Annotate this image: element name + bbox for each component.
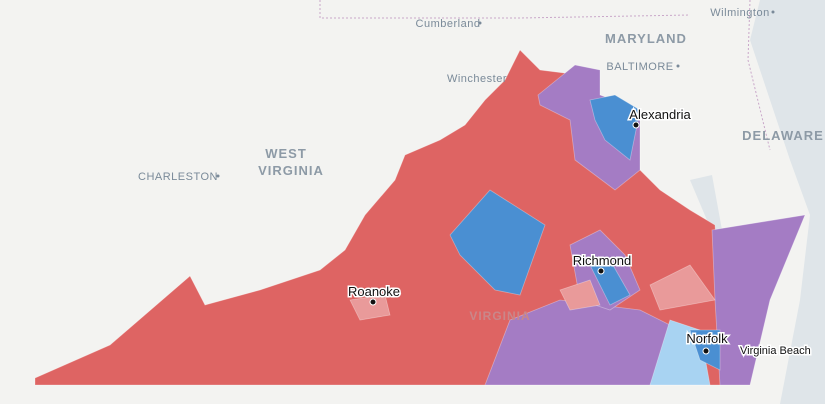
city-label: Virginia Beach (740, 345, 811, 357)
city-dot (632, 121, 640, 129)
labels: Cumberland Wilmington Winchester BALTIMORE C… (138, 7, 824, 359)
place-label: MARYLAND (605, 31, 687, 46)
city-label: Richmond (573, 253, 632, 268)
place-label: DELAWARE (742, 128, 824, 143)
districts (34, 49, 806, 386)
place-dot (216, 174, 220, 178)
place-dot (676, 64, 680, 68)
place-label: VIRGINIA (469, 309, 530, 323)
city-dot (597, 267, 605, 275)
water (690, 0, 825, 404)
place-label: Winchester (447, 73, 507, 85)
city-label: Norfolk (686, 331, 728, 346)
place-label: WEST (265, 146, 307, 161)
place-label: Cumberland (416, 18, 481, 30)
place-label: BALTIMORE (606, 61, 673, 73)
city-dot (369, 298, 377, 306)
place-dot (771, 10, 775, 14)
place-label: Wilmington (710, 7, 769, 19)
city-label: Roanoke (348, 284, 400, 299)
place-label: CHARLESTON (138, 171, 218, 183)
city-dot (702, 347, 710, 355)
state-borders (319, 0, 771, 151)
place-dot (478, 21, 482, 25)
city-label: Alexandria (629, 107, 691, 122)
place-label: VIRGINIA (258, 163, 324, 178)
